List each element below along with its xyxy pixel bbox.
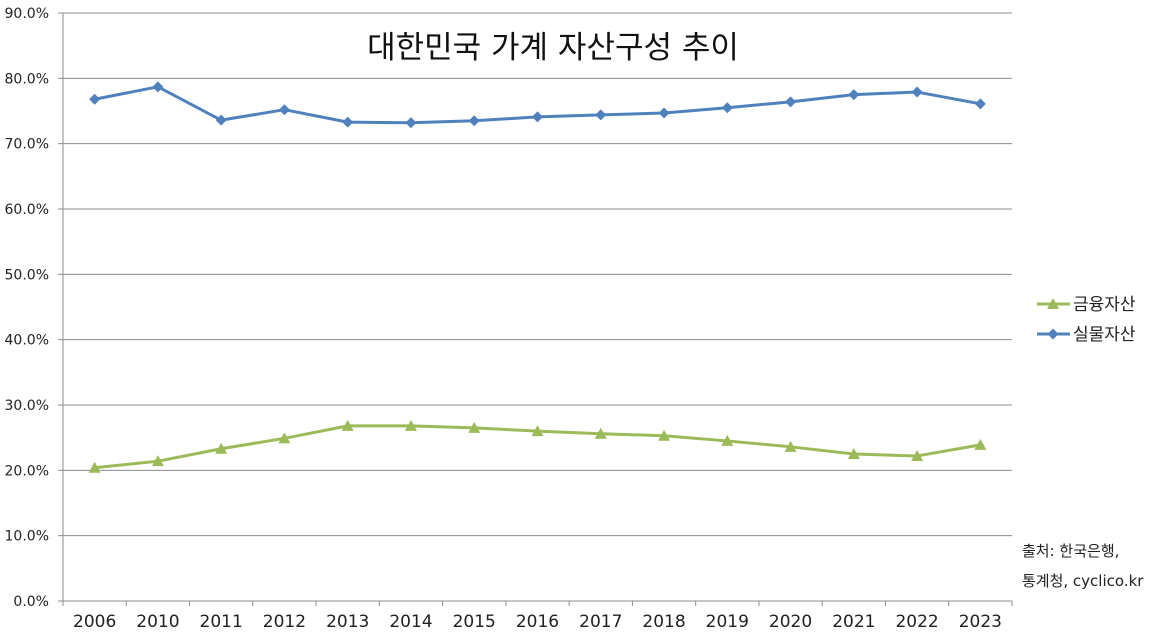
- x-tick-label: 2006: [73, 612, 116, 632]
- gridlines: [63, 12, 1012, 602]
- data-point-triangle: [341, 419, 354, 431]
- data-point-triangle: [658, 429, 671, 441]
- data-point-diamond: [595, 109, 607, 121]
- y-tick-label: 70.0%: [5, 137, 49, 153]
- legend-label: 금융자산: [1073, 295, 1136, 315]
- x-axis: 2006 2010 2011 2012 2013 2014 2015 2016 2017 2018…: [62, 13, 1013, 632]
- data-point-diamond: [911, 86, 923, 98]
- data-point-diamond: [721, 102, 733, 114]
- data-point-diamond: [532, 111, 543, 123]
- x-tick-label: 2018: [642, 612, 685, 632]
- data-point-triangle: [215, 442, 228, 454]
- x-tick-label: 2010: [136, 612, 179, 632]
- data-point-triangle: [784, 440, 797, 452]
- data-point-triangle: [88, 461, 101, 473]
- x-tick-label: 2014: [389, 612, 432, 632]
- data-point-triangle: [468, 421, 481, 433]
- legend-item: 금융자산: [1037, 295, 1136, 315]
- data-point-diamond: [1047, 328, 1059, 340]
- data-point-triangle: [594, 427, 607, 439]
- data-point-diamond: [342, 116, 354, 128]
- x-tick-label: 2011: [200, 612, 243, 632]
- source-line-1: 출처: 한국은행,: [1022, 542, 1119, 560]
- data-point-diamond: [974, 98, 986, 110]
- y-tick-label: 0.0%: [13, 594, 49, 610]
- data-point-triangle: [721, 434, 734, 446]
- data-point-triangle: [911, 449, 924, 461]
- data-point-triangle: [278, 432, 291, 444]
- data-point-diamond: [785, 96, 797, 108]
- series-real-assets: [89, 81, 986, 129]
- x-tick-label: 2013: [326, 612, 369, 632]
- data-point-triangle: [974, 438, 987, 450]
- y-tick-label: 20.0%: [5, 463, 49, 479]
- legend-label: 실물자산: [1073, 325, 1136, 345]
- x-tick-label: 2023: [959, 612, 1002, 632]
- x-tick-label: 2020: [769, 612, 812, 632]
- x-tick-label: 2021: [832, 612, 875, 632]
- y-tick-label: 30.0%: [5, 398, 49, 414]
- x-tick-label: 2019: [706, 612, 749, 632]
- y-tick-label: 90.0%: [5, 6, 49, 22]
- x-tick-label: 2015: [453, 612, 496, 632]
- x-tick-label: 2012: [263, 612, 306, 632]
- data-point-diamond: [658, 107, 670, 119]
- data-point-diamond: [468, 115, 480, 127]
- data-point-triangle: [1047, 298, 1059, 309]
- series-financial-assets: [88, 419, 987, 473]
- data-point-diamond: [278, 104, 290, 116]
- data-point-triangle: [531, 425, 544, 437]
- data-point-diamond: [215, 114, 227, 126]
- source-line-2: 통계청, cyclico.kr: [1022, 572, 1144, 590]
- data-point-diamond: [152, 81, 164, 93]
- x-tick-label: 2016: [516, 612, 559, 632]
- title-background: [350, 15, 900, 77]
- y-tick-label: 40.0%: [5, 333, 49, 349]
- data-point-triangle: [151, 455, 164, 467]
- series-layer: [88, 81, 987, 473]
- data-point-diamond: [405, 117, 417, 129]
- data-point-triangle: [404, 419, 417, 431]
- data-point-triangle: [847, 448, 860, 459]
- x-tick-label: 2022: [895, 612, 938, 632]
- y-tick-label: 80.0%: [5, 71, 49, 87]
- y-tick-label: 50.0%: [5, 267, 49, 283]
- data-point-diamond: [848, 89, 860, 101]
- chart-title: 대한민국 가계 자산구성 추이: [367, 30, 739, 66]
- x-tick-label: 2017: [579, 612, 622, 632]
- data-point-diamond: [89, 93, 101, 105]
- y-tick-label: 10.0%: [5, 529, 49, 545]
- y-tick-label: 60.0%: [5, 202, 49, 218]
- legend-item: 실물자산: [1037, 325, 1136, 345]
- y-axis-ticks: 0.0% 10.0% 20.0% 30.0% 40.0% 50.0% 60.0% 70.0% 8…: [5, 6, 63, 610]
